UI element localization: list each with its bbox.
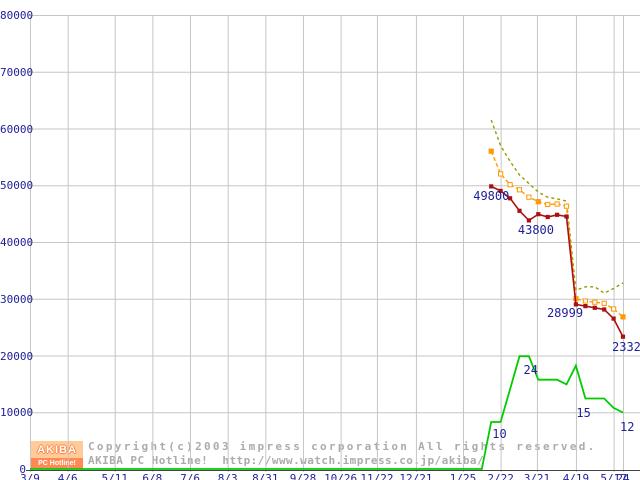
y-axis-tick-label: 60000 — [0, 122, 34, 136]
x-axis-tick-label: 11/22 — [360, 472, 394, 480]
x-axis-tick-label: 10/26 — [324, 472, 358, 480]
marker-price-mid-orange-dashed — [554, 201, 560, 207]
marker-price-low-red — [526, 218, 531, 223]
x-axis-tick-label: 6/8 — [142, 472, 163, 480]
y-axis-tick-label: 0 — [19, 463, 26, 476]
marker-price-low-red — [592, 305, 597, 310]
marker-price-low-red — [545, 214, 550, 220]
x-axis-tick-label: 3/21 — [523, 472, 551, 480]
x-axis-tick-label: 3/9 — [20, 472, 40, 480]
marker-price-low-red — [573, 302, 578, 307]
x-axis-tick-label: 4/6 — [57, 472, 78, 480]
marker-price-low-red — [620, 334, 626, 339]
logo-pc-hotline-text: PC Hotline! — [31, 458, 83, 469]
marker-price-mid-orange-dashed — [526, 194, 532, 200]
marker-price-low-red — [555, 212, 560, 217]
marker-price-low-red — [564, 214, 569, 219]
marker-price-mid-orange-dashed — [516, 187, 523, 193]
marker-price-low-red — [611, 316, 616, 321]
x-axis-tick-label: 5/11 — [101, 472, 128, 480]
marker-price-mid-orange-dashed — [563, 203, 570, 209]
data-point-label: 23320 — [612, 339, 640, 354]
marker-price-low-red — [583, 304, 588, 309]
marker-price-mid-orange-dashed — [507, 182, 513, 188]
y-axis-tick-label: 10000 — [0, 406, 34, 420]
series-line-shop-count-green — [30, 355, 624, 470]
data-point-label: 24 — [523, 363, 538, 378]
marker-price-mid-orange-dashed — [545, 201, 551, 208]
footer: AKIBA PC Hotline! Copyright(c)2003 impre… — [0, 438, 640, 472]
y-axis-tick-label: 80000 — [0, 9, 34, 22]
marker-price-low-red — [602, 307, 607, 312]
data-point-label: 28999 — [546, 306, 584, 321]
x-axis-tick-label: 8/31 — [252, 472, 279, 480]
marker-price-low-red — [498, 188, 503, 194]
marker-price-mid-orange-dashed — [601, 300, 607, 306]
marker-price-low-red — [508, 196, 513, 201]
x-axis-tick-label: 1/25 — [449, 472, 477, 480]
marker-price-low-red — [517, 208, 522, 213]
data-point-label: 15 — [576, 405, 591, 420]
marker-price-mid-orange-dashed — [535, 199, 541, 205]
logo-akiba-text: AKIBA — [31, 441, 83, 458]
akiba-logo: AKIBA PC Hotline! — [31, 441, 83, 469]
y-axis-tick-label: 20000 — [0, 349, 34, 363]
x-axis-tick-label: 7/6 — [180, 472, 200, 480]
marker-price-mid-orange-dashed — [582, 298, 588, 304]
y-axis-tick-label: 50000 — [0, 179, 34, 193]
data-point-label: 43800 — [517, 223, 554, 238]
marker-price-mid-orange-dashed — [498, 171, 504, 177]
x-axis-tick-label: 4/19 — [562, 472, 590, 480]
marker-price-mid-orange-dashed — [620, 314, 626, 320]
x-axis-tick-label: 2/22 — [487, 472, 514, 480]
data-point-label: 49800 — [473, 189, 510, 204]
x-axis-tick-label: 12/21 — [399, 472, 433, 480]
marker-price-mid-orange-dashed — [488, 148, 494, 154]
y-axis-tick-label: 30000 — [0, 292, 34, 306]
marker-price-low-red — [536, 212, 541, 217]
copyright-line-1: Copyright(c)2003 impress corporation All… — [88, 440, 597, 453]
y-axis-tick-label: 70000 — [0, 65, 34, 79]
x-axis-tick-label: 8/3 — [217, 472, 238, 480]
copyright-line-2: AKIBA PC Hotline! http://www.watch.impre… — [88, 454, 485, 467]
x-axis-tick-label: 24 — [616, 472, 630, 480]
data-point-label: 12 — [620, 419, 635, 434]
data-point-label: 10 — [492, 427, 507, 441]
marker-price-low-red — [489, 184, 494, 189]
x-axis-tick-label: 9/28 — [289, 472, 317, 480]
y-axis-tick-label: 40000 — [0, 236, 34, 249]
x-axis-tick-label: 5/17 — [600, 472, 627, 480]
marker-price-mid-orange-dashed — [592, 299, 598, 305]
series-line-price-high-olive-dashed — [490, 119, 624, 294]
marker-price-mid-orange-dashed — [611, 306, 617, 312]
